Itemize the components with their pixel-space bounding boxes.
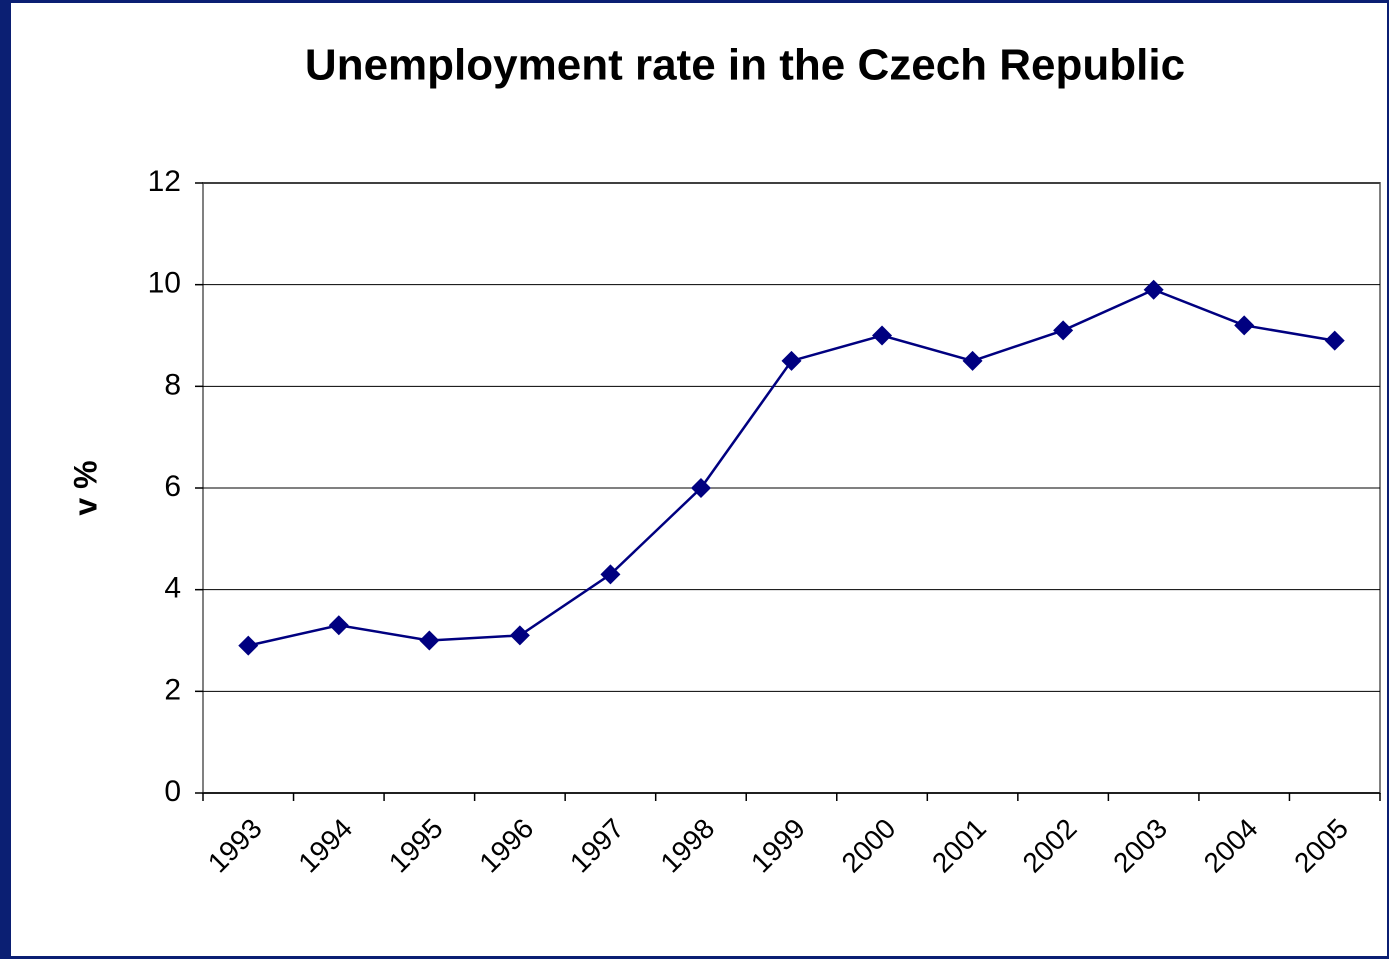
data-point	[509, 625, 530, 646]
data-point	[1234, 315, 1255, 336]
background	[11, 3, 1387, 956]
y-tick-label: 2	[164, 673, 181, 706]
data-point	[1053, 320, 1074, 341]
data-point	[328, 615, 349, 636]
data-point	[419, 630, 440, 651]
chart-title: Unemployment rate in the Czech Republic	[305, 41, 1185, 90]
data-point	[962, 350, 983, 371]
data-point	[781, 350, 802, 371]
data-point	[1324, 330, 1345, 351]
data-point	[690, 478, 711, 498]
y-tick-label: 10	[148, 267, 181, 300]
y-axis-label: v %	[67, 460, 103, 515]
y-tick-label: 8	[164, 368, 181, 401]
y-tick-label: 4	[164, 572, 181, 605]
y-tick-label: 0	[164, 775, 181, 808]
data-point	[238, 635, 259, 656]
y-tick-label: 12	[148, 165, 181, 198]
data-point	[872, 325, 893, 346]
data-point	[1143, 279, 1164, 300]
data-point	[600, 564, 621, 585]
y-tick-label: 6	[164, 470, 181, 503]
